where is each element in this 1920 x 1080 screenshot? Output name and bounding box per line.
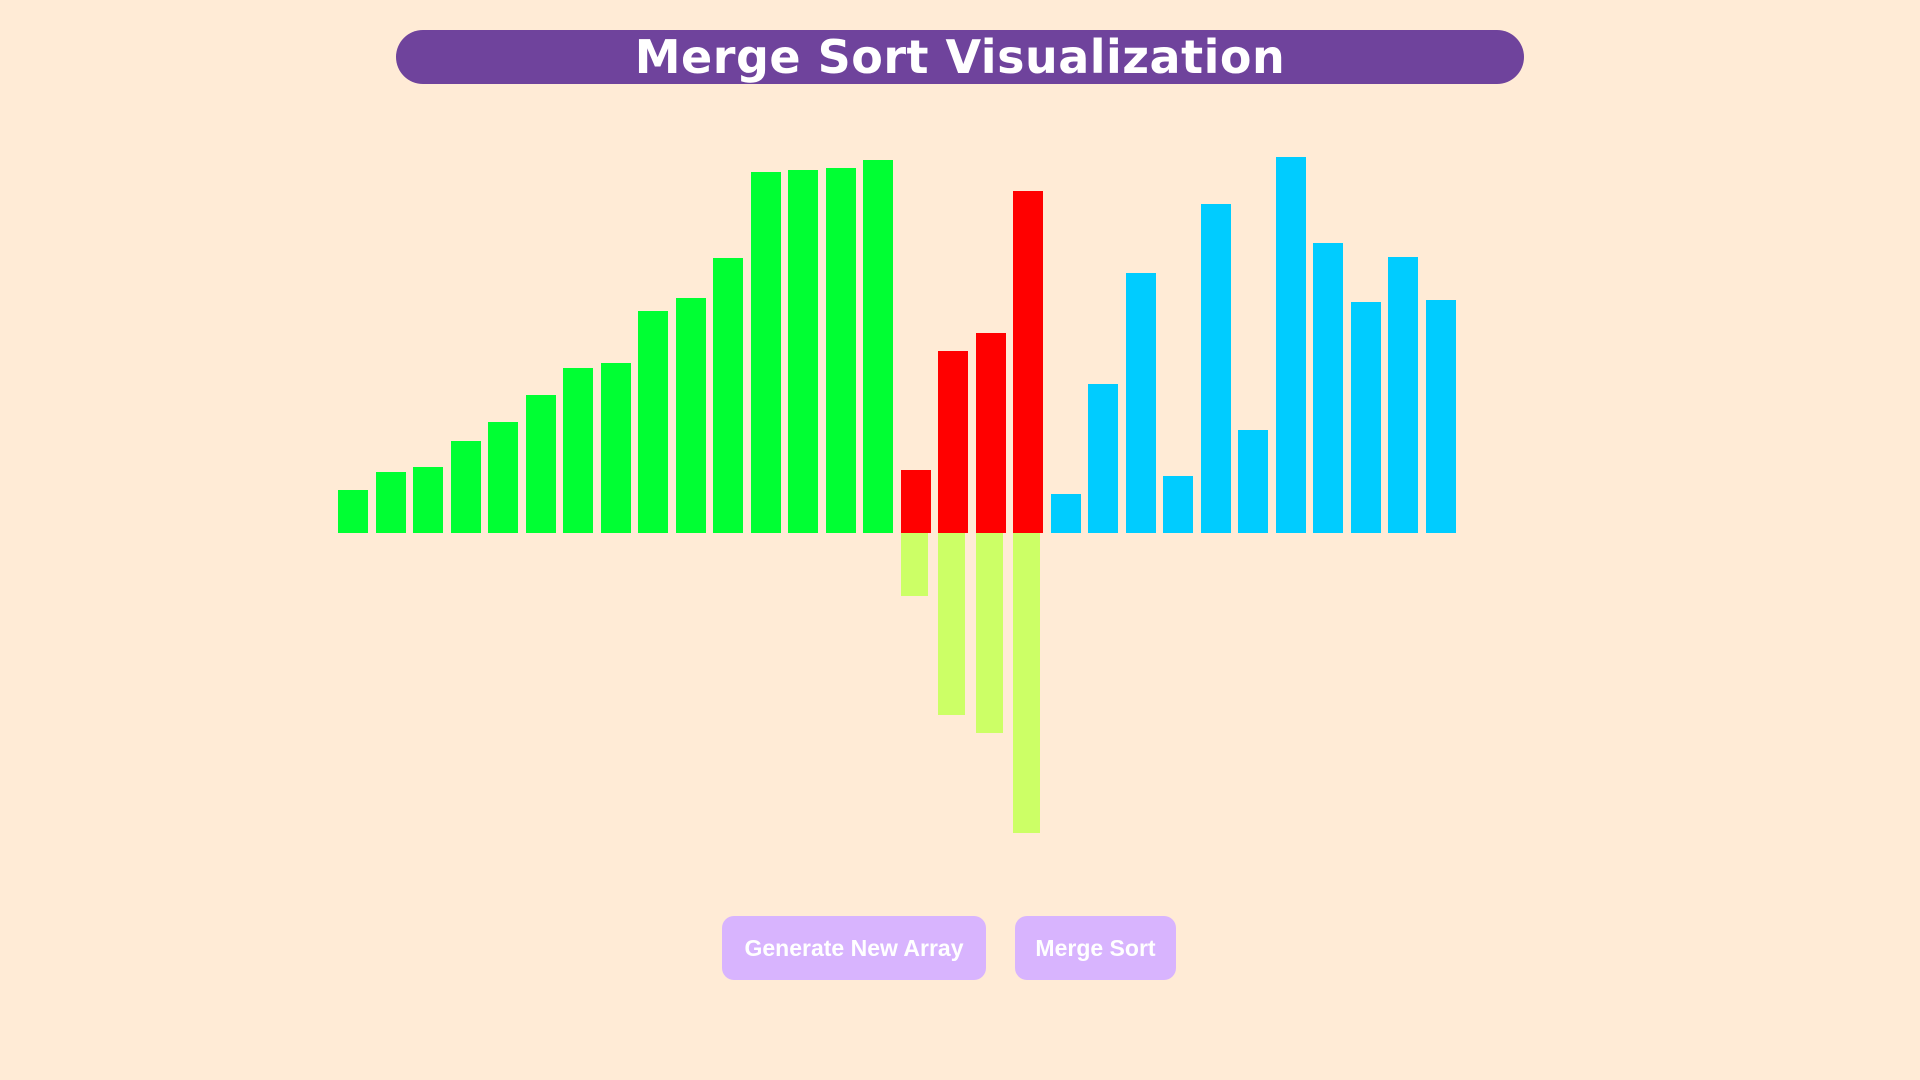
array-bar — [563, 368, 593, 533]
array-bar — [1425, 300, 1456, 533]
auxiliary-bar — [900, 533, 928, 596]
array-bar — [1388, 257, 1418, 533]
array-bar — [788, 170, 818, 533]
array-bar — [338, 490, 368, 533]
array-bar — [413, 467, 443, 533]
array-bar — [1013, 191, 1043, 533]
array-bar — [1238, 430, 1268, 533]
array-bar — [1163, 476, 1193, 533]
array-bar — [825, 168, 856, 533]
array-bar — [1350, 302, 1381, 533]
auxiliary-bar — [938, 533, 965, 715]
merge-sort-button[interactable]: Merge Sort — [1015, 916, 1176, 980]
array-bar — [638, 311, 668, 533]
generate-new-array-button[interactable]: Generate New Array — [722, 916, 986, 980]
array-bar — [1050, 494, 1081, 533]
title-bar: Merge Sort Visualization — [396, 30, 1524, 84]
array-bar — [975, 333, 1006, 533]
array-bar — [713, 258, 743, 533]
array-bar — [1313, 243, 1343, 533]
auxiliary-bar — [1013, 533, 1040, 833]
array-bar — [488, 422, 518, 533]
array-bar — [863, 160, 893, 533]
page-title: Merge Sort Visualization — [634, 30, 1286, 84]
array-bar — [1275, 157, 1306, 533]
array-bar — [1200, 204, 1231, 533]
array-bar — [1125, 273, 1156, 533]
array-bar — [675, 298, 706, 533]
array-bar — [900, 470, 931, 533]
array-bar — [450, 441, 481, 533]
array-bar — [525, 395, 556, 533]
array-bar — [938, 351, 968, 533]
auxiliary-bar — [975, 533, 1003, 733]
array-bar — [375, 472, 406, 533]
array-bar — [1088, 384, 1118, 533]
array-bar — [750, 172, 781, 533]
array-bar — [600, 363, 631, 533]
